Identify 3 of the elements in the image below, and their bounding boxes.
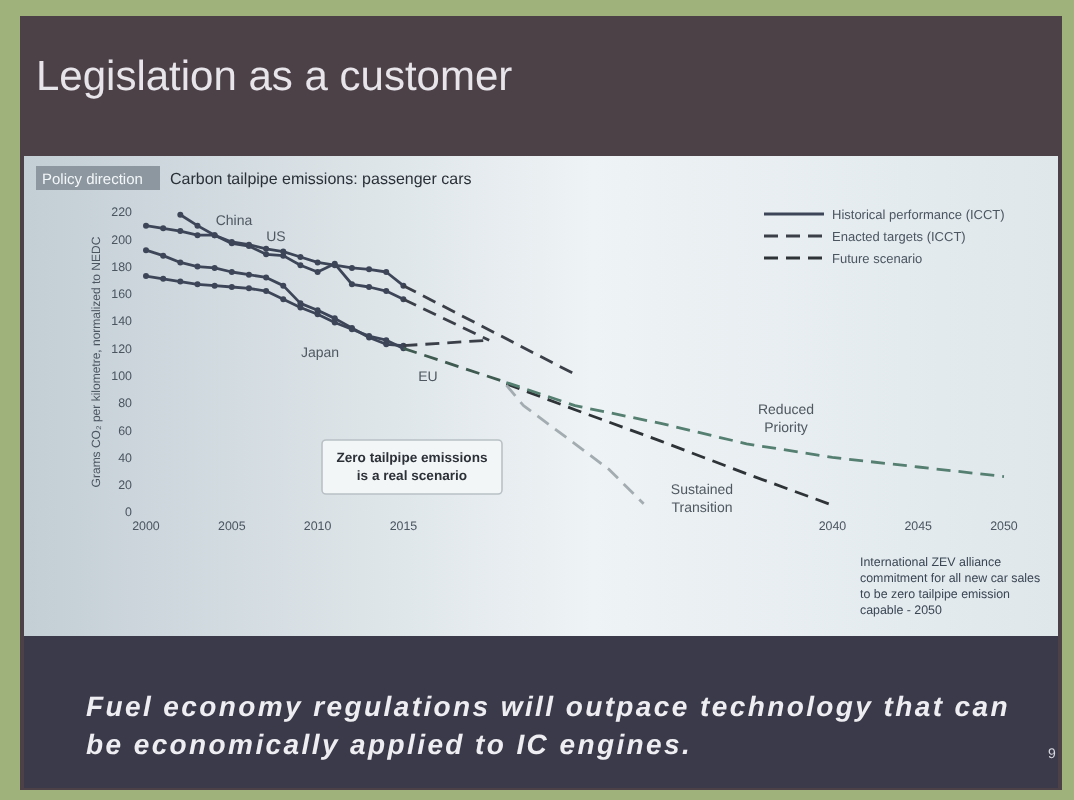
text: Fuel economy regulations will outpace technology that can be economically applied to IC engines. xyxy=(86,690,1011,760)
chart-title: Legislation as a customer xyxy=(36,54,513,100)
chart-subtitle: Carbon tailpipe emissions: passenger cars xyxy=(170,170,472,188)
